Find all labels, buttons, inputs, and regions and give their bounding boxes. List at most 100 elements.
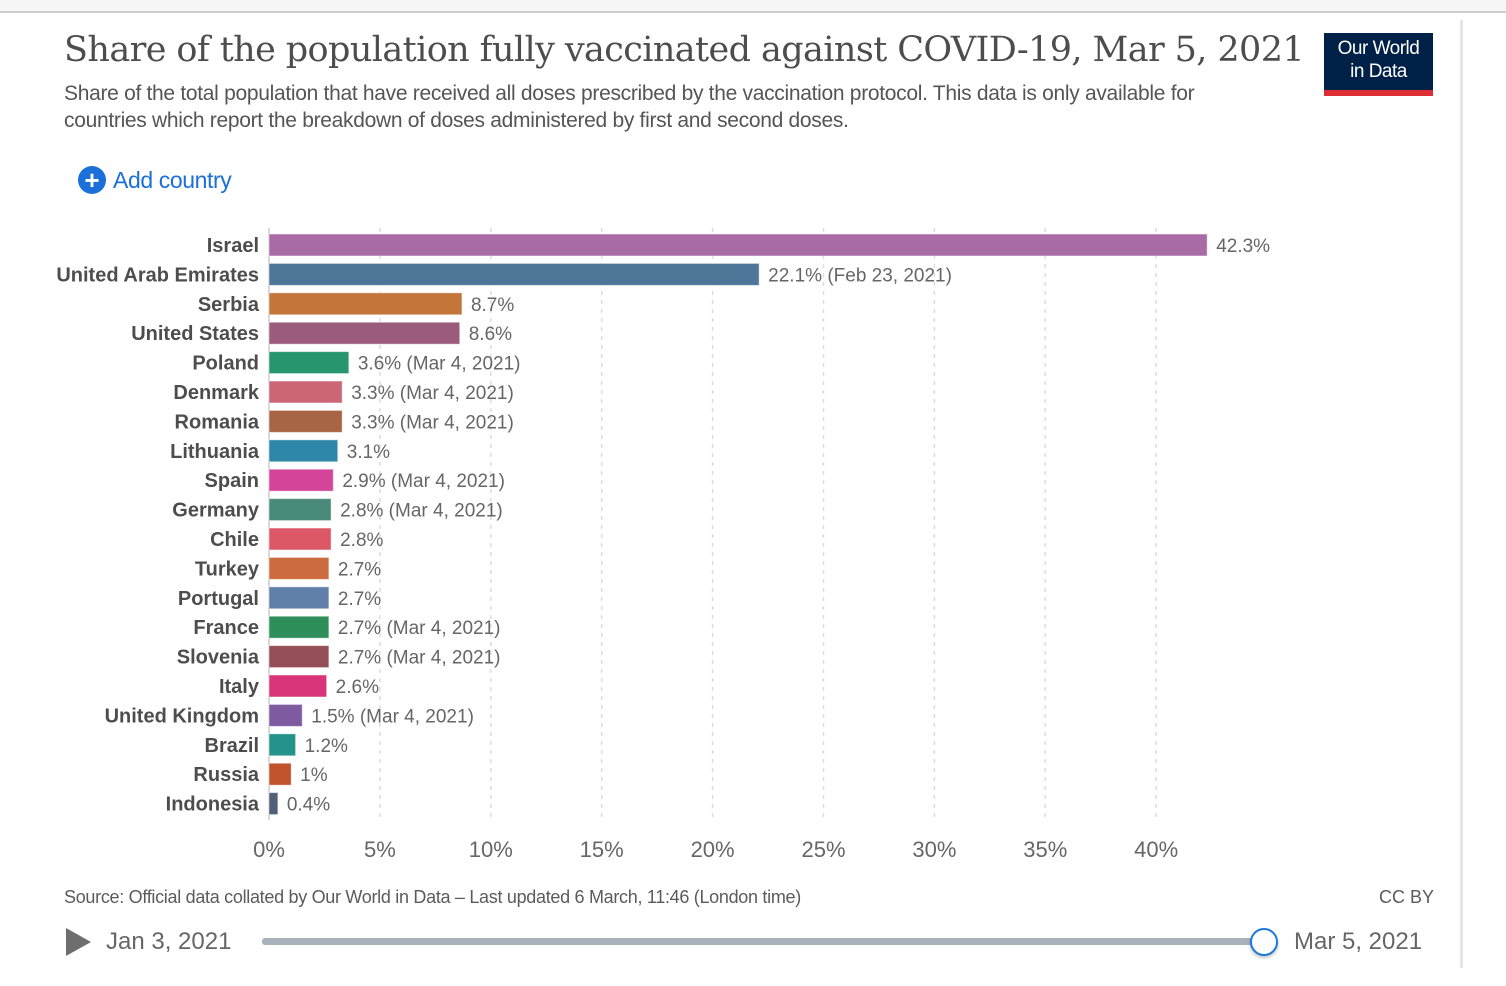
plus-circle-icon: + — [78, 166, 106, 194]
country-label: Russia — [193, 764, 259, 786]
bar[interactable] — [268, 556, 330, 580]
bar[interactable] — [268, 409, 343, 433]
bar-row[interactable]: United States 8.6% — [131, 321, 512, 345]
add-country-button[interactable]: + Add country — [78, 166, 232, 194]
country-label: Serbia — [198, 294, 260, 316]
value-label: 2.9% (Mar 4, 2021) — [342, 471, 505, 492]
value-label: 0.4% — [287, 795, 330, 816]
value-label: 2.7% — [338, 559, 381, 580]
x-tick-label: 10% — [469, 837, 513, 862]
country-label: Germany — [172, 500, 260, 522]
logo-stripe — [1324, 90, 1433, 96]
bar[interactable] — [268, 645, 330, 669]
bar[interactable] — [268, 292, 463, 316]
play-icon[interactable] — [66, 928, 91, 956]
bar-row[interactable]: Portugal 2.7% — [178, 586, 381, 610]
country-label: Slovenia — [177, 647, 260, 669]
x-tick-label: 20% — [691, 837, 735, 862]
bar-row[interactable]: United Arab Emirates 22.1% (Feb 23, 2021) — [56, 262, 952, 286]
bar-row[interactable]: Italy 2.6% — [219, 674, 379, 698]
bar-row[interactable]: Germany 2.8% (Mar 4, 2021) — [172, 498, 503, 522]
chart-subtitle: Share of the total population that have … — [64, 82, 1195, 132]
bar[interactable] — [268, 498, 332, 522]
bar-row[interactable]: Russia 1% — [193, 762, 328, 786]
bar-row[interactable]: Spain 2.9% (Mar 4, 2021) — [205, 468, 505, 492]
x-tick-label: 35% — [1023, 837, 1067, 862]
country-label: United Arab Emirates — [56, 264, 259, 286]
gridlines — [268, 228, 1157, 820]
bar-row[interactable]: Lithuania 3.1% — [170, 439, 390, 463]
x-tick-label: 5% — [364, 837, 396, 862]
country-label: Romania — [175, 411, 260, 433]
value-label: 2.6% — [336, 677, 379, 698]
country-label: Brazil — [205, 735, 259, 757]
value-label: 3.3% (Mar 4, 2021) — [351, 383, 514, 404]
x-tick-label: 25% — [801, 837, 845, 862]
country-label: Denmark — [173, 382, 259, 404]
bar-row[interactable]: Slovenia 2.7% (Mar 4, 2021) — [177, 645, 501, 669]
bar-row[interactable]: Israel 42.3% — [207, 233, 1270, 257]
value-label: 8.7% — [471, 295, 514, 316]
value-label: 3.1% — [347, 442, 390, 463]
x-tick-label: 30% — [912, 837, 956, 862]
bar-row[interactable]: Romania 3.3% (Mar 4, 2021) — [175, 409, 514, 433]
license-link[interactable]: CC BY — [1378, 887, 1434, 907]
bar[interactable] — [268, 703, 303, 727]
value-label: 2.7% (Mar 4, 2021) — [338, 648, 501, 669]
bar-row[interactable]: Denmark 3.3% (Mar 4, 2021) — [173, 380, 514, 404]
bar[interactable] — [268, 615, 330, 639]
country-label: Italy — [219, 676, 260, 698]
bar-row[interactable]: France 2.7% (Mar 4, 2021) — [193, 615, 501, 639]
bar-row[interactable]: Indonesia 0.4% — [166, 792, 331, 816]
country-label: Indonesia — [166, 794, 260, 816]
value-label: 22.1% (Feb 23, 2021) — [768, 265, 952, 286]
browser-top-bar — [0, 0, 1506, 13]
country-label: Poland — [192, 353, 259, 375]
bar-row[interactable]: Brazil 1.2% — [205, 733, 348, 757]
bar[interactable] — [268, 351, 350, 375]
logo-line-1: Our World — [1337, 38, 1420, 59]
bar[interactable] — [268, 733, 297, 757]
country-label: France — [193, 617, 259, 639]
bar[interactable] — [268, 321, 461, 345]
country-label: Portugal — [178, 588, 259, 610]
bar-chart: Israel 42.3% United Arab Emirates 22.1% (Fe… — [56, 228, 1270, 862]
owid-logo[interactable]: Our World in Data — [1324, 33, 1433, 96]
bar[interactable] — [268, 468, 334, 492]
source-note: Source: Official data collated by Our Wo… — [64, 887, 801, 907]
bar[interactable] — [268, 674, 328, 698]
x-axis-ticks: 0% 5% 10% 15% 20% 25% 30% 35% 40% — [253, 837, 1178, 862]
timeline-end-date[interactable]: Mar 5, 2021 — [1294, 928, 1423, 955]
bar[interactable] — [268, 380, 343, 404]
add-country-label: Add country — [113, 166, 232, 193]
bar-row[interactable]: Poland 3.6% (Mar 4, 2021) — [192, 351, 521, 375]
timeline-slider-handle[interactable] — [1250, 928, 1278, 956]
bar[interactable] — [268, 527, 332, 551]
bar[interactable] — [268, 233, 1208, 257]
bar-row[interactable]: Chile 2.8% — [210, 527, 384, 551]
bar-row[interactable]: United Kingdom 1.5% (Mar 4, 2021) — [105, 703, 474, 727]
bar-row[interactable]: Serbia 8.7% — [198, 292, 515, 316]
country-label: United States — [131, 323, 259, 345]
bar[interactable] — [268, 439, 339, 463]
value-label: 1% — [300, 765, 328, 786]
bar[interactable] — [268, 262, 760, 286]
bar[interactable] — [268, 586, 330, 610]
bar[interactable] — [268, 792, 279, 816]
timeline-start-date[interactable]: Jan 3, 2021 — [106, 928, 232, 955]
country-label: Israel — [207, 235, 259, 257]
timeline-slider-track[interactable] — [262, 938, 1265, 945]
value-label: 1.2% — [305, 736, 348, 757]
value-label: 2.8% (Mar 4, 2021) — [340, 501, 503, 522]
x-tick-label: 40% — [1134, 837, 1178, 862]
value-label: 3.6% (Mar 4, 2021) — [358, 354, 521, 375]
bar[interactable] — [268, 762, 292, 786]
x-tick-label: 15% — [580, 837, 624, 862]
country-label: Turkey — [195, 558, 260, 580]
bars: Israel 42.3% United Arab Emirates 22.1% (Fe… — [56, 233, 1270, 816]
bar-row[interactable]: Turkey 2.7% — [195, 556, 381, 580]
country-label: Lithuania — [170, 441, 260, 463]
value-label: 2.7% (Mar 4, 2021) — [338, 618, 501, 639]
country-label: Chile — [210, 529, 259, 551]
country-label: United Kingdom — [105, 705, 259, 727]
